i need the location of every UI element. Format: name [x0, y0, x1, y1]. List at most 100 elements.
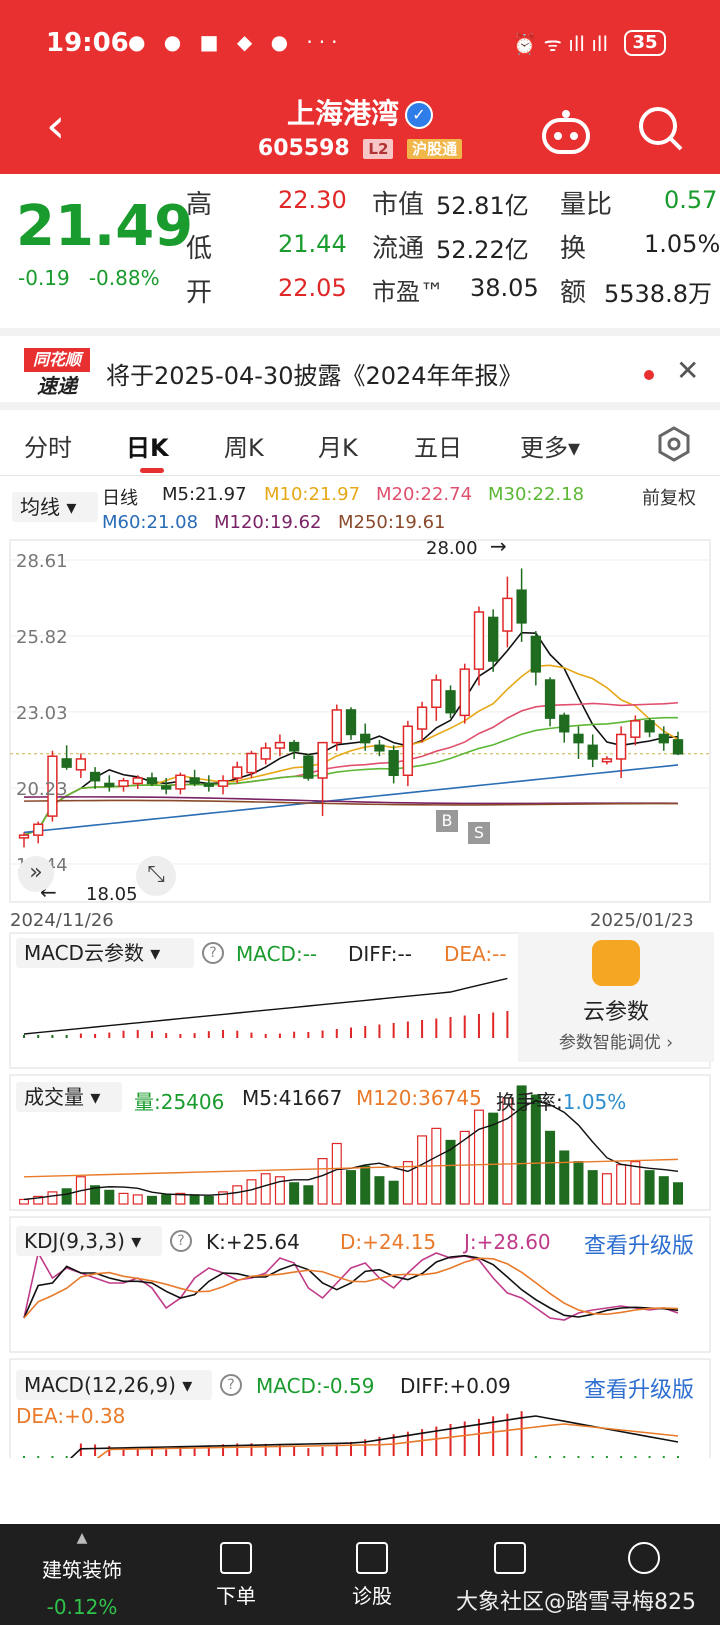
tab-daily-k[interactable]: 日K	[126, 434, 169, 462]
macd-upgrade-link[interactable]: 查看升级版	[584, 1378, 695, 1403]
volume-bar	[317, 1158, 328, 1205]
ma-item-m120: M120:19.62	[214, 512, 322, 533]
tab-five-day[interactable]: 五日	[414, 434, 462, 462]
kdj-upgrade-link[interactable]: 查看升级版	[584, 1234, 695, 1259]
candle-body	[232, 766, 243, 779]
cloud-param-popup[interactable]: 云参数 参数智能调优 ›	[518, 932, 714, 1062]
macd-diff: DIFF:+0.09	[400, 1374, 511, 1398]
amount-label: 额	[560, 278, 587, 308]
low-price-label: 18.05	[86, 884, 138, 905]
tab-more[interactable]: 更多▾	[520, 434, 581, 462]
cloud-icon	[592, 940, 640, 986]
tab-monthly-k[interactable]: 月K	[318, 434, 358, 462]
candles	[18, 568, 684, 848]
stock-title: 上海港湾 ✓	[0, 92, 720, 132]
sell-marker[interactable]: S	[468, 822, 490, 844]
tab-weekly-k[interactable]: 周K	[224, 434, 264, 462]
macd-cloud-dea: DEA:--	[444, 942, 507, 966]
last-price: 21.49	[16, 194, 194, 259]
candle-body	[573, 733, 584, 744]
kdj-lines	[23, 1250, 679, 1321]
candle-body	[317, 741, 328, 779]
order-button[interactable]: 下单	[204, 1542, 268, 1609]
volume-bar	[18, 1198, 30, 1205]
fullscreen-icon[interactable]: ⤡	[136, 856, 176, 896]
search-icon[interactable]	[636, 104, 684, 152]
back-button[interactable]: ‹	[46, 98, 66, 154]
kdj-help-icon[interactable]: ?	[170, 1230, 192, 1252]
ma-legend: 均线 ▾ 日线 M5:21.97 M10:21.97 M20:22.74 M30…	[0, 478, 720, 538]
y-tick-label: 20.23	[16, 779, 68, 800]
tab-intraday[interactable]: 分时	[24, 434, 72, 462]
ma-item-m20: M20:22.74	[376, 484, 473, 505]
volume-selector[interactable]: 成交量 ▾	[16, 1082, 122, 1112]
robot-assistant-icon[interactable]	[540, 108, 592, 154]
candle-body	[118, 779, 129, 787]
y-tick-label: 23.03	[16, 703, 68, 724]
sector-name: 建筑装饰	[42, 1558, 122, 1582]
market-badge[interactable]: 沪股通	[407, 139, 463, 159]
volume-bar	[388, 1180, 399, 1205]
stock-header: ‹ 上海港湾 ✓ 605598 L2 沪股通	[0, 88, 720, 174]
expand-left-icon[interactable]: »	[18, 856, 54, 892]
volume-bar	[345, 1170, 357, 1205]
volume-bar	[530, 1094, 541, 1205]
close-news-button[interactable]: ✕	[676, 354, 700, 387]
buy-marker[interactable]: B	[436, 810, 458, 832]
status-time: 19:06	[46, 28, 129, 58]
macd-cloud-macd: MACD:--	[236, 942, 318, 966]
tonghuashun-express-logo: 同花顺 速递	[24, 348, 90, 400]
volume-m120: M120:36745	[356, 1086, 482, 1110]
volume-bar	[616, 1164, 627, 1205]
market-cap-value: 52.81亿	[436, 192, 529, 220]
candle-body	[33, 823, 44, 836]
macd-selector[interactable]: MACD(12,26,9) ▾	[16, 1370, 212, 1400]
volume-ratio-label: 量比	[560, 190, 613, 220]
news-banner[interactable]: 同花顺 速递 将于2025-04-30披露《2024年年报》 ✕	[0, 328, 720, 410]
volume-ma120-line	[23, 1158, 679, 1178]
macd-help-icon[interactable]: ?	[220, 1374, 242, 1396]
volume-value: 量:25406	[134, 1090, 225, 1114]
volume-bar	[33, 1195, 44, 1205]
macd-value: MACD:-0.59	[256, 1374, 375, 1398]
diagnose-button[interactable]: 诊股	[340, 1542, 404, 1609]
news-text[interactable]: 将于2025-04-30披露《2024年年报》	[106, 362, 523, 390]
adjust-selector[interactable]: 前复权	[642, 488, 696, 509]
sell-button[interactable]: 卖出	[478, 1542, 542, 1609]
expand-up-icon[interactable]: ▲	[76, 1530, 88, 1546]
active-tab-indicator	[140, 468, 164, 473]
macd-panel-border	[9, 1358, 711, 1458]
chart-settings-icon[interactable]	[656, 426, 692, 462]
sector-info[interactable]: ▲ 建筑装饰 -0.12%	[20, 1530, 144, 1619]
volume-bar	[161, 1194, 172, 1205]
help-icon[interactable]: ?	[202, 942, 224, 964]
candle-body	[260, 747, 271, 760]
volume-bar	[232, 1185, 243, 1205]
x-end-date: 2025/01/23	[590, 910, 694, 931]
candle-body	[217, 779, 229, 787]
candle-body	[402, 725, 414, 777]
high-label: 高	[186, 190, 213, 220]
l2-badge[interactable]: L2	[363, 139, 394, 159]
candle-body	[516, 589, 527, 624]
macd-bars	[23, 1411, 679, 1458]
more-button[interactable]: 更多	[612, 1542, 676, 1609]
macd-dea-line	[96, 1423, 679, 1458]
volume-bar	[644, 1170, 655, 1205]
candle-body	[416, 706, 428, 730]
candle-body	[288, 741, 300, 752]
volume-bar	[445, 1139, 456, 1205]
indicator-selector[interactable]: 均线 ▾	[12, 492, 98, 522]
macd-cloud-selector[interactable]: MACD云参数 ▾	[16, 938, 194, 968]
cloud-param-title: 云参数	[582, 1000, 649, 1025]
volume-bar	[289, 1182, 300, 1205]
order-icon	[220, 1542, 252, 1574]
volume-bar	[146, 1195, 157, 1205]
candle-body	[559, 714, 570, 733]
long-ma-line	[23, 764, 679, 834]
volume-bar	[246, 1179, 257, 1205]
candle-body	[360, 733, 371, 744]
kdj-selector[interactable]: KDJ(9,3,3) ▾	[16, 1226, 162, 1256]
cloud-param-desc[interactable]: 参数智能调优 ›	[558, 1033, 674, 1053]
volume-bar	[175, 1192, 186, 1205]
